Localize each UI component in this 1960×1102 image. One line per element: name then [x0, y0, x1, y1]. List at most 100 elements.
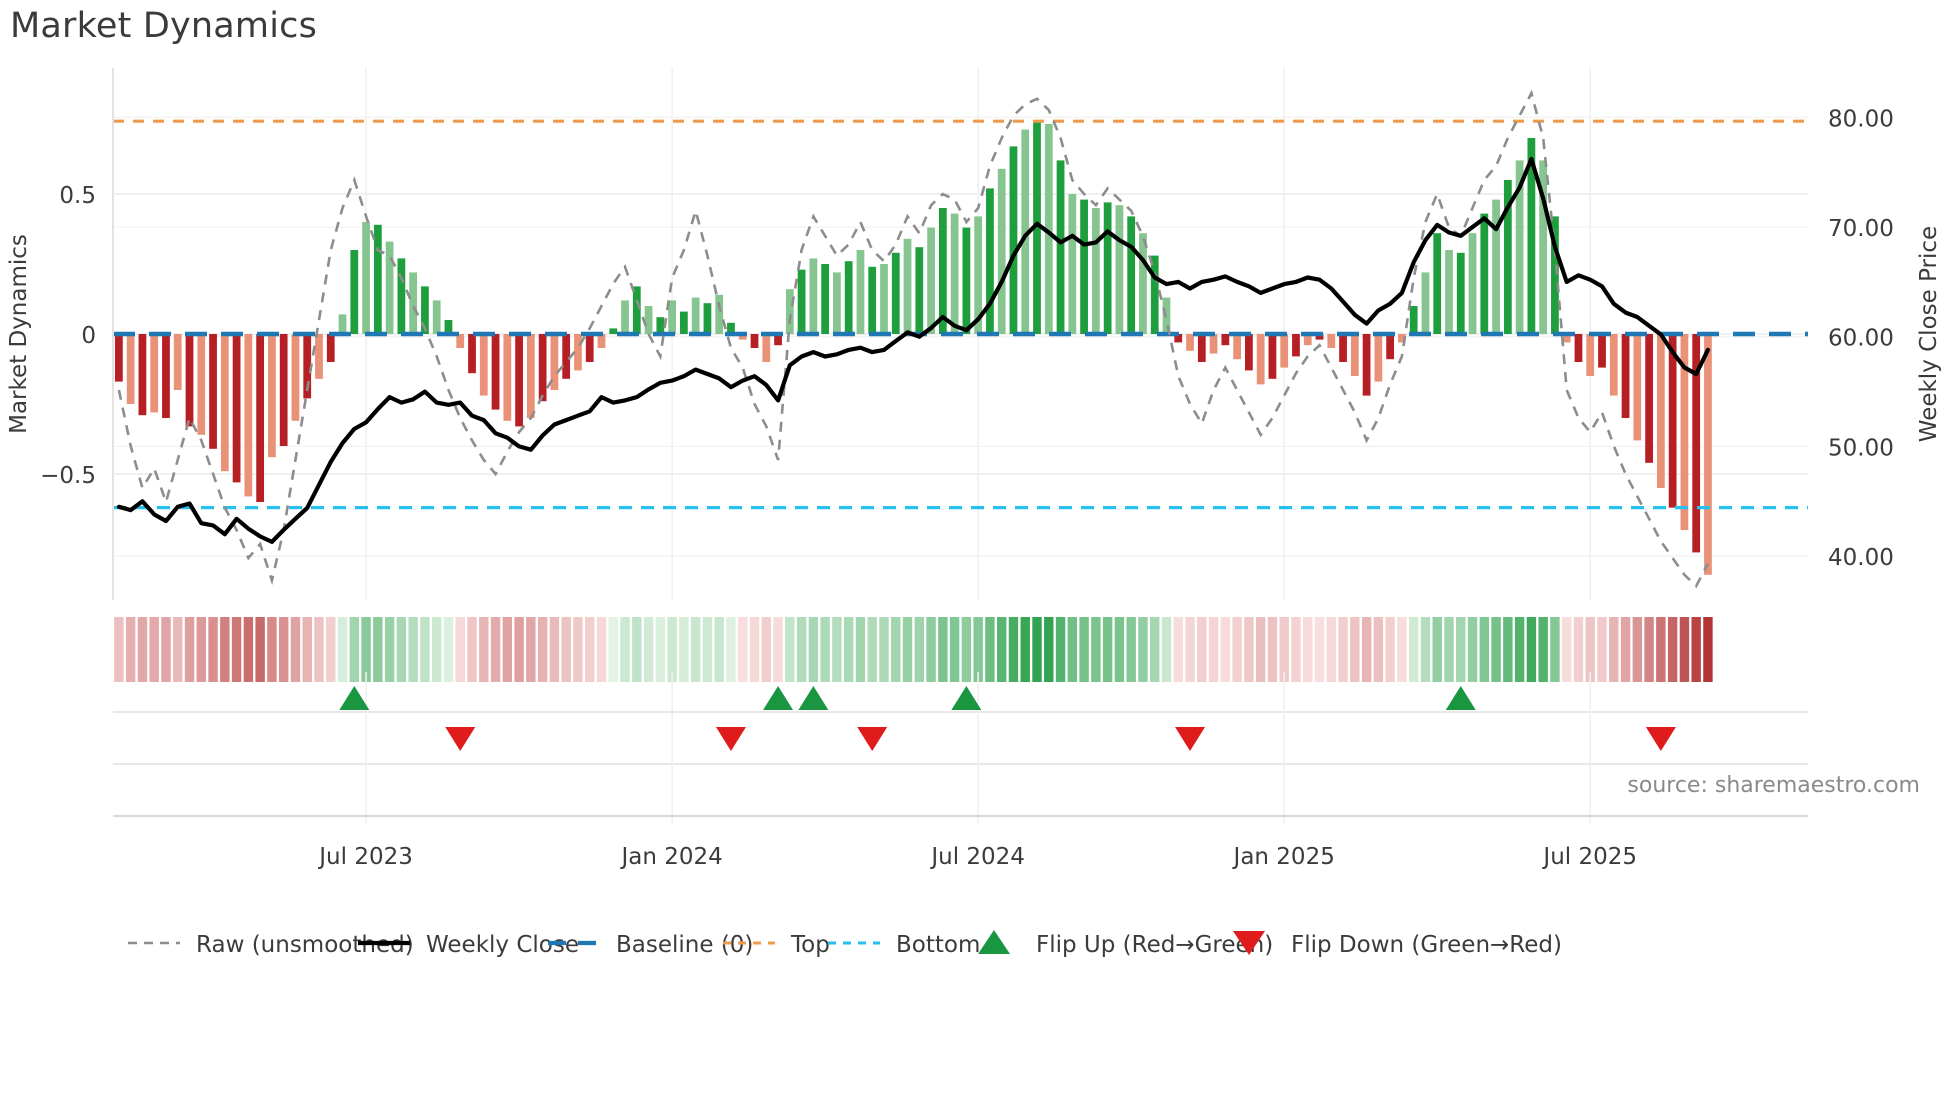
flip-down-marker[interactable] [445, 727, 476, 751]
bar [844, 261, 853, 334]
bar [1303, 334, 1312, 346]
bar [821, 264, 830, 334]
heat-strip-cell [1197, 617, 1207, 682]
bar [1103, 202, 1112, 334]
heat-strip-cell [1550, 617, 1560, 682]
flip-up-marker[interactable] [951, 686, 982, 710]
heat-strip-cell [220, 617, 230, 682]
page-title: Market Dynamics [10, 6, 318, 46]
flip-down-marker[interactable] [715, 727, 746, 751]
heat-strip-cell [1303, 617, 1313, 682]
heat-strip-cell [1291, 617, 1301, 682]
heat-strip-cell [502, 617, 513, 682]
flip-up-marker[interactable] [763, 686, 794, 710]
bar [1174, 334, 1183, 343]
heat-strip-cell [1432, 617, 1442, 682]
heat-strip-cell [749, 617, 760, 682]
bar [244, 334, 253, 497]
bar [562, 334, 571, 379]
bar [1468, 233, 1477, 334]
heat-strip-cell [949, 617, 960, 682]
heat-strip-cell [467, 617, 477, 682]
heat-strip-cell [1067, 617, 1078, 682]
heat-strip-cell [278, 617, 289, 682]
bar [1456, 252, 1465, 334]
bar [291, 334, 300, 421]
bar [680, 311, 688, 334]
bar [585, 334, 594, 362]
bar [1692, 334, 1701, 553]
bar [503, 334, 512, 421]
legend-item-flip_down[interactable]: Flip Down (Green→Red) [1233, 931, 1562, 958]
legend-item-flip_up[interactable]: Flip Up (Red→Green) [978, 930, 1273, 958]
heat-strip-cell [1232, 617, 1242, 682]
heat-strip-cell [373, 617, 383, 682]
heat-strip-cell [561, 617, 571, 682]
bar [632, 286, 641, 334]
heat-strip-cell [1032, 617, 1042, 682]
heat-strip-cell [455, 617, 465, 682]
heat-strip-cell [290, 617, 301, 682]
heat-strip-cell [808, 617, 819, 682]
heat-strip-cell [843, 617, 854, 682]
heat-strip-cell [879, 617, 889, 682]
heat-strip-cell [1561, 617, 1572, 682]
flip-up-marker[interactable] [798, 686, 829, 710]
bar [1033, 121, 1041, 334]
legend-item-bottom[interactable]: Bottom [828, 932, 980, 958]
heat-strip-cell [1526, 617, 1537, 682]
bar [1044, 124, 1053, 334]
weekly-close-line [116, 156, 1710, 544]
heat-strip-cell [1055, 617, 1066, 682]
flip-down-marker[interactable] [1645, 727, 1676, 751]
bar [1197, 334, 1206, 362]
heat-strip-cell [196, 617, 206, 682]
heat-strip-cell [302, 617, 312, 682]
bar [468, 334, 476, 374]
heat-strip-cell [349, 617, 360, 682]
heat-strip-cell [1408, 617, 1419, 682]
heat-strip-cell [1102, 617, 1113, 682]
heat-strip-cell [1620, 617, 1631, 682]
legend-item-baseline[interactable]: Baseline (0) [548, 932, 753, 958]
heat-strip-cell [891, 617, 901, 682]
bar [738, 334, 747, 340]
heat-strip-cell [149, 617, 159, 682]
heat-strip-cell [1479, 617, 1490, 682]
heat-strip-cell [1350, 617, 1360, 682]
heat-strip-cell [1185, 617, 1195, 682]
flip-down-marker[interactable] [857, 727, 888, 751]
heat-strip-cell [1444, 617, 1454, 682]
bar [868, 266, 877, 334]
heat-strip-cell [938, 617, 948, 682]
bar [479, 334, 488, 396]
bar [1256, 334, 1265, 385]
bar [279, 334, 288, 446]
heat-strip-cell [1467, 617, 1478, 682]
heat-strip-cell [1161, 617, 1172, 682]
flip-down-marker[interactable] [1175, 727, 1206, 751]
chart-legend[interactable]: Raw (unsmoothed) Weekly Close Baseline (0)… [128, 930, 1562, 958]
reference-lines [113, 119, 1808, 510]
bar [362, 222, 370, 334]
bar [550, 334, 559, 390]
heat-strip-cell [785, 617, 795, 682]
legend-item-top[interactable]: Top [723, 932, 830, 958]
bar [456, 334, 465, 348]
heat-strip-cell [1267, 617, 1278, 682]
bar [644, 306, 653, 334]
heat-strip-cell [361, 617, 371, 682]
heat-strip-cell [1456, 617, 1466, 682]
bar [1139, 233, 1147, 334]
regime-heat-strip [114, 617, 1713, 682]
bar [409, 272, 418, 334]
bar [656, 317, 665, 334]
flip-up-marker[interactable] [1445, 686, 1476, 710]
heat-strip-cell [867, 617, 877, 682]
flip-up-marker[interactable] [339, 686, 370, 710]
heat-strip-cell [632, 617, 642, 682]
bar [268, 334, 276, 458]
heat-strip-cell [314, 617, 324, 682]
heat-strip-cell [761, 617, 771, 682]
heat-strip-cell [1656, 617, 1666, 682]
